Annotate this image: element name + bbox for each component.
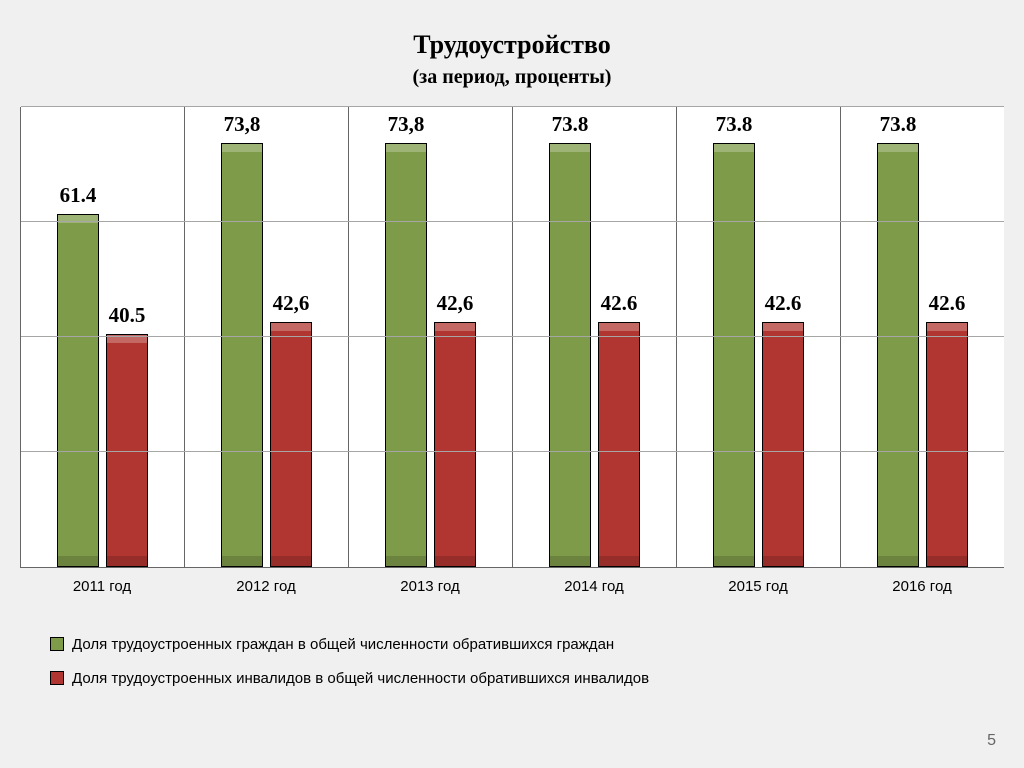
chart-data-label: 42,6 [437,291,474,316]
chart-data-label: 40.5 [109,303,146,328]
x-axis-label: 2013 год [348,568,512,595]
chart-bar-group: 61.4 40.5 [21,107,185,567]
x-axis-label: 2016 год [840,568,1004,595]
legend-swatch [50,637,64,651]
chart: 61.4 40.5 73,8 42,6 73,8 42,6 73.8 42.6 73.8 42.6… [20,107,1004,595]
page-number: 5 [987,732,996,750]
chart-bar-group: 73.8 42.6 [841,107,1004,567]
chart-data-label: 73.8 [552,112,589,137]
chart-bar [57,214,99,567]
chart-bar [598,322,640,567]
chart-bar [926,322,968,567]
chart-gridline [21,221,1004,222]
legend-swatch [50,671,64,685]
chart-bar [549,143,591,567]
chart-x-axis: 2011 год2012 год2013 год2014 год2015 год… [20,568,1004,595]
chart-bar [385,143,427,567]
chart-gridline [21,106,1004,107]
chart-data-label: 73.8 [716,112,753,137]
chart-data-label: 73,8 [224,112,261,137]
x-axis-label: 2015 год [676,568,840,595]
chart-legend: Доля трудоустроенных граждан в общей чис… [50,635,1004,688]
chart-bar-group: 73.8 42.6 [513,107,677,567]
legend-item: Доля трудоустроенных граждан в общей чис… [50,635,1004,655]
chart-bar [221,143,263,567]
chart-data-label: 73,8 [388,112,425,137]
chart-bar-group: 73,8 42,6 [349,107,513,567]
chart-data-label: 42.6 [929,291,966,316]
chart-subtitle: (за период, проценты) [0,66,1024,89]
chart-data-label: 73.8 [880,112,917,137]
chart-data-label: 42.6 [765,291,802,316]
chart-data-label: 42.6 [601,291,638,316]
chart-bar-group: 73.8 42.6 [677,107,841,567]
x-axis-label: 2014 год [512,568,676,595]
x-axis-label: 2012 год [184,568,348,595]
chart-bar [713,143,755,567]
legend-item: Доля трудоустроенных инвалидов в общей ч… [50,669,1004,689]
legend-label: Доля трудоустроенных граждан в общей чис… [72,635,614,655]
chart-bar [270,322,312,567]
chart-gridline [21,336,1004,337]
chart-data-label: 42,6 [273,291,310,316]
chart-data-label: 61.4 [60,183,97,208]
chart-bar-group: 73,8 42,6 [185,107,349,567]
chart-bar [762,322,804,567]
chart-bar-groups: 61.4 40.5 73,8 42,6 73,8 42,6 73.8 42.6 73.8 42.6… [21,107,1004,567]
x-axis-label: 2011 год [20,568,184,595]
chart-gridline [21,451,1004,452]
chart-bar [434,322,476,567]
chart-bar [877,143,919,567]
chart-plot-area: 61.4 40.5 73,8 42,6 73,8 42,6 73.8 42.6 73.8 42.6… [20,107,1004,568]
legend-label: Доля трудоустроенных инвалидов в общей ч… [72,669,649,689]
chart-title: Трудоустройство [0,30,1024,60]
title-block: Трудоустройство (за период, проценты) [0,0,1024,89]
